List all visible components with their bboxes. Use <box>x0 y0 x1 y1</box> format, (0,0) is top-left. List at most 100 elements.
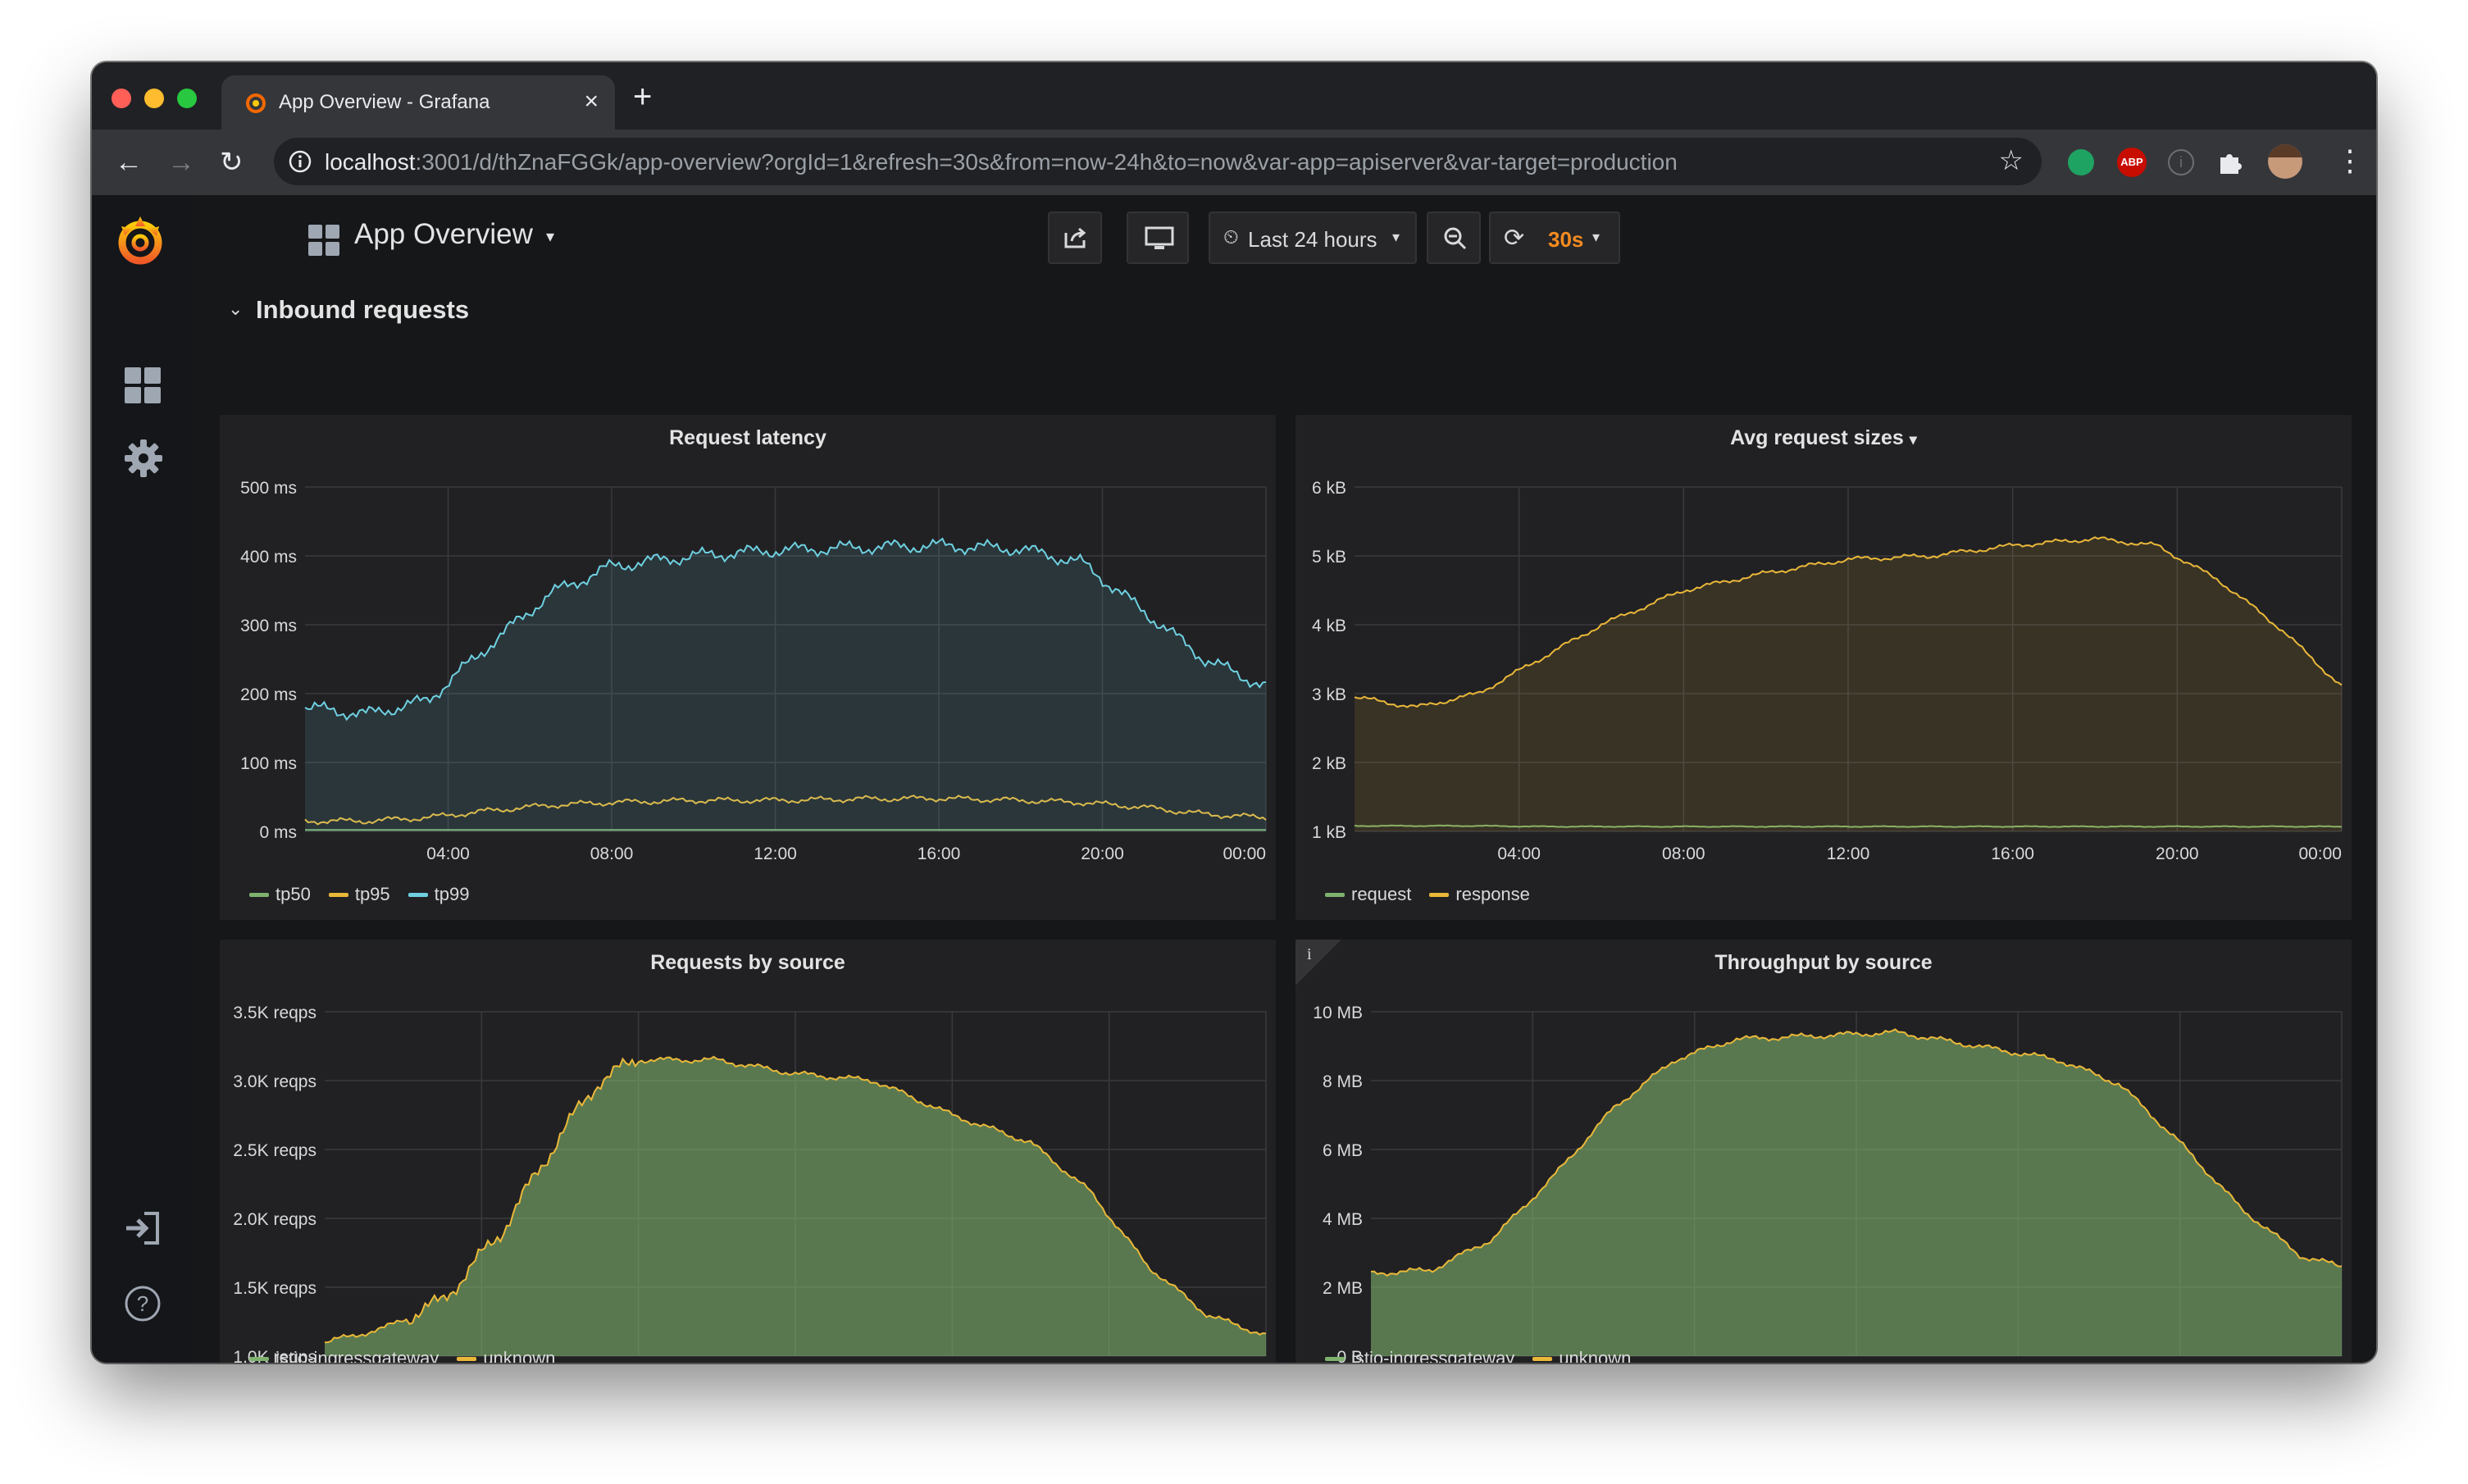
time-range-picker[interactable]: ⏲ Last 24 hours ▾ <box>1209 212 1417 264</box>
reload-icon[interactable]: ↻ <box>220 147 244 178</box>
y-tick-label: 4 kB <box>1312 617 1346 635</box>
legend-label: tp99 <box>434 884 470 904</box>
y-tick-label: 0 ms <box>259 823 297 842</box>
series-line-request <box>1354 824 2343 828</box>
panel-title[interactable]: Avg request sizes ▾ <box>1295 426 2352 450</box>
series-line-response <box>1354 536 2343 708</box>
extension-info-icon[interactable]: i <box>2168 149 2194 175</box>
tv-mode-button[interactable] <box>1127 212 1189 264</box>
browser-toolbar: ← → ↻ localhost:3001/d/thZnaFGGk/app-ove… <box>92 130 2376 195</box>
legend-label: istio-ingressgateway <box>1351 1348 1515 1363</box>
y-tick-label: 3 kB <box>1312 685 1346 704</box>
chart-request-latency: 0 ms 100 ms 200 ms 300 ms 400 ms 500 ms 04:00 0… <box>240 479 1267 863</box>
legend-item-tp95[interactable]: tp95 <box>328 884 390 905</box>
series-area-istio-ingressgateway <box>1371 1029 2342 1356</box>
browser-menu-icon[interactable]: ⋮ <box>2335 143 2365 177</box>
refresh-icon: ⟳ <box>1504 225 1525 252</box>
panel-info-corner[interactable]: i <box>1295 940 1341 986</box>
new-tab-button[interactable]: + <box>633 79 653 115</box>
y-tick-label: 2 MB <box>1323 1279 1363 1298</box>
legend-item-unknown[interactable]: unknown <box>1532 1348 1631 1363</box>
chart-avg-request-sizes: 1 kB 2 kB 3 kB 4 kB 5 kB 6 kB 04:00 08:00 12:00 1… <box>1312 479 2343 863</box>
info-icon: i <box>1307 945 1312 963</box>
dashboards-icon[interactable] <box>125 367 161 403</box>
forward-icon[interactable]: → <box>167 147 195 178</box>
y-tick-label: 6 MB <box>1323 1141 1363 1160</box>
back-icon[interactable]: ← <box>115 147 143 178</box>
panel-avg-request-sizes: Avg request sizes ▾ 1 kB 2 kB 3 kB 4 kB 5 kB… <box>1295 415 2352 920</box>
site-info-icon[interactable] <box>287 148 313 175</box>
zoom-out-icon <box>1444 227 1467 250</box>
legend-item-istio-ingressgateway[interactable]: istio-ingressgateway <box>1325 1348 1514 1363</box>
y-tick-label: 3.5K reqps <box>233 1004 316 1022</box>
legend-label: istio-ingressgateway <box>275 1348 439 1363</box>
legend-item-response[interactable]: response <box>1429 884 1530 905</box>
legend-label: response <box>1455 884 1530 904</box>
legend-item-unknown[interactable]: unknown <box>457 1348 555 1363</box>
address-bar[interactable]: localhost:3001/d/thZnaFGGk/app-overview?… <box>274 138 2042 185</box>
clock-icon: ⏲ <box>1223 226 1239 248</box>
url-text[interactable]: localhost:3001/d/thZnaFGGk/app-overview?… <box>325 149 1678 175</box>
profile-avatar[interactable] <box>2268 144 2302 179</box>
x-tick-label: 04:00 <box>1497 844 1541 863</box>
sign-in-icon[interactable] <box>125 1212 161 1245</box>
row-title[interactable]: Inbound requests <box>256 295 470 324</box>
legend-item-tp50[interactable]: tp50 <box>249 884 311 905</box>
x-tick-label: 04:00 <box>426 844 470 863</box>
x-tick-label: 16:00 <box>918 844 961 863</box>
grafana-logo-icon[interactable] <box>113 212 167 269</box>
svg-text:?: ? <box>137 1291 148 1316</box>
y-tick-label: 500 ms <box>240 479 297 498</box>
adblock-plus-icon[interactable]: ABP <box>2117 148 2147 177</box>
x-tick-label: 20:00 <box>1081 844 1124 863</box>
help-icon[interactable]: ? <box>123 1284 162 1323</box>
dashboard-title-caret-icon[interactable]: ▾ <box>546 228 555 246</box>
x-tick-label: 00:00 <box>1223 844 1266 863</box>
maximize-window-button[interactable] <box>177 89 197 108</box>
x-tick-label: 12:00 <box>754 844 797 863</box>
panel-title[interactable]: Requests by source <box>650 951 845 974</box>
panel-title[interactable]: Request latency <box>669 426 826 449</box>
legend-item-request[interactable]: request <box>1325 884 1411 905</box>
configuration-gear-icon[interactable] <box>125 439 162 477</box>
panel-legend: istio-ingressgateway unknown <box>1325 1348 1631 1363</box>
series-area-istio-ingressgateway <box>325 1056 1266 1356</box>
y-tick-label: 3.0K reqps <box>233 1072 316 1091</box>
y-tick-label: 1 kB <box>1312 823 1346 842</box>
row-collapse-chevron-icon[interactable]: ⌄ <box>228 298 244 319</box>
dashboard-area: App Overview ▾ ⏲ Last 24 hours ▾ <box>192 195 2376 1363</box>
minimize-window-button[interactable] <box>144 89 164 108</box>
zoom-out-button[interactable] <box>1427 212 1481 264</box>
tab-close-icon[interactable]: × <box>584 88 599 115</box>
y-tick-label: 200 ms <box>240 685 297 704</box>
dashboard-title[interactable]: App Overview <box>354 218 533 250</box>
share-dashboard-button[interactable] <box>1048 212 1102 264</box>
y-tick-label: 4 MB <box>1323 1210 1363 1229</box>
grafana-sidemenu: ? <box>92 195 192 1363</box>
panel-request-latency: Request latency 0 ms 100 ms 200 ms 300 ms 40… <box>220 415 1276 920</box>
y-tick-label: 8 MB <box>1323 1072 1363 1091</box>
x-tick-label: 16:00 <box>1991 844 2034 863</box>
y-tick-label: 10 MB <box>1313 1004 1363 1022</box>
legend-item-istio-ingressgateway[interactable]: istio-ingressgateway <box>249 1348 439 1363</box>
close-window-button[interactable] <box>112 89 131 108</box>
x-tick-label: 12:00 <box>1827 844 1870 863</box>
x-tick-label: 00:00 <box>2298 844 2342 863</box>
refresh-button[interactable]: ⟳ 30s ▾ <box>1489 212 1620 264</box>
panel-menu-caret-icon[interactable]: ▾ <box>1909 431 1917 448</box>
panel-legend: request response <box>1325 884 1530 905</box>
y-tick-label: 5 kB <box>1312 548 1346 567</box>
panel-title[interactable]: Throughput by source <box>1714 951 1933 974</box>
extension-green-icon[interactable] <box>2068 149 2094 175</box>
browser-tab-active[interactable]: App Overview - Grafana × <box>221 75 615 130</box>
legend-label: unknown <box>1559 1348 1632 1363</box>
legend-label: unknown <box>483 1348 556 1363</box>
y-tick-label: 6 kB <box>1312 479 1346 498</box>
time-range-label: Last 24 hours <box>1248 227 1377 252</box>
extensions-puzzle-icon[interactable] <box>2215 148 2243 175</box>
tab-strip: App Overview - Grafana × + <box>92 62 2376 130</box>
bookmark-star-icon[interactable]: ☆ <box>1998 145 2024 176</box>
legend-item-tp99[interactable]: tp99 <box>408 884 470 905</box>
series-area-response <box>1355 537 2342 831</box>
